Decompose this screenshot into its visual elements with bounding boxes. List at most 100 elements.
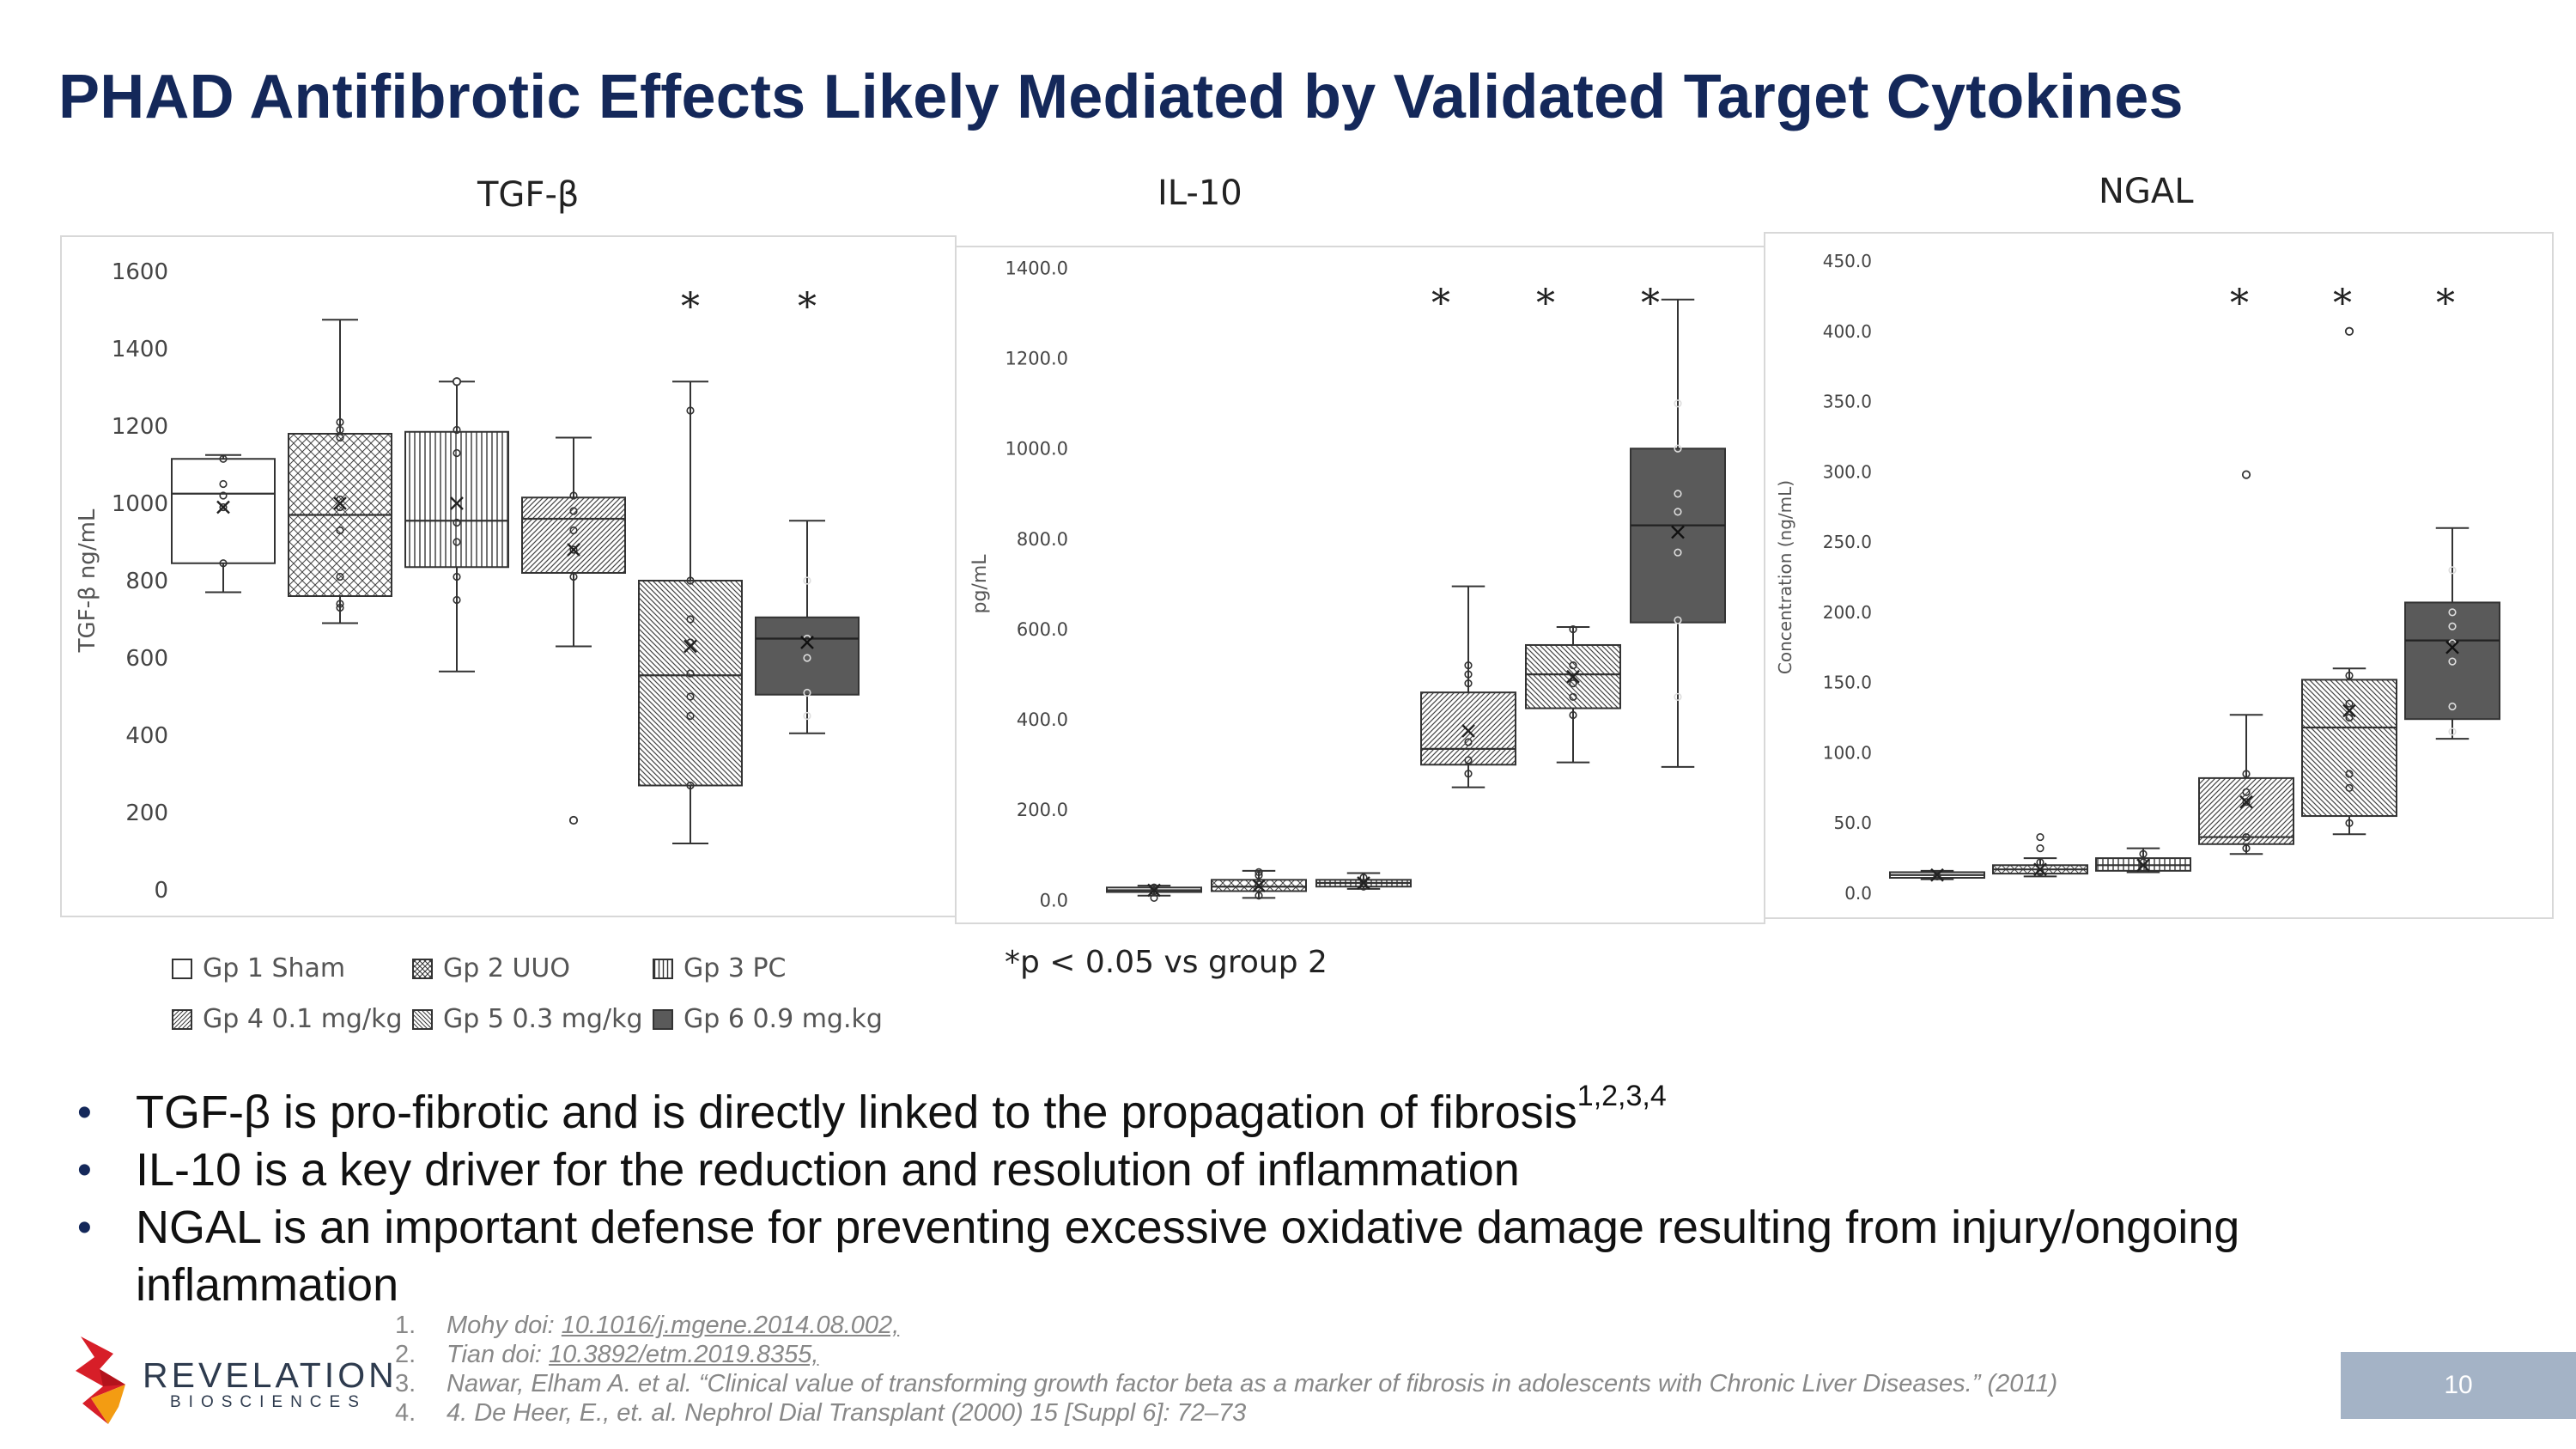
mean-marker [1252, 879, 1266, 893]
mean-marker [2136, 858, 2150, 873]
y-axis-label: pg/mL [969, 554, 991, 614]
bullet-list: • TGF-β is pro-fibrotic and is directly l… [69, 1081, 2473, 1314]
box-rect [1630, 447, 1726, 624]
box-rect [1420, 691, 1516, 766]
data-point [1464, 770, 1473, 778]
box-group [1889, 868, 1985, 882]
mean-marker [1461, 724, 1475, 738]
data-point [336, 425, 344, 435]
significance-star: * [1431, 282, 1450, 326]
data-point [686, 406, 695, 415]
bullet-text: TGF-β is pro-fibrotic and is directly li… [136, 1087, 1577, 1138]
box-rect [404, 430, 509, 569]
legend-swatch [412, 1008, 433, 1030]
data-point [2345, 713, 2354, 722]
box-group [1315, 872, 1412, 891]
data-point [1569, 624, 1577, 634]
box-group [2198, 470, 2294, 855]
data-point [803, 688, 811, 697]
data-point [1674, 548, 1682, 557]
il10-chart-panel: 0.0 200.0 400.0 600.0 800.0 1000.0 1200.0 1400.… [955, 246, 1765, 924]
y-tick-label: 600.0 [1017, 619, 1068, 640]
bullet-text: NGAL is an important defense for prevent… [136, 1202, 2240, 1311]
data-point [219, 479, 228, 489]
box-group [755, 520, 860, 734]
box-rect [638, 580, 743, 787]
data-point [686, 781, 695, 790]
mean-marker [2342, 703, 2356, 718]
data-point [453, 572, 461, 581]
legend-swatch [653, 958, 673, 979]
y-tick-label: 1000.0 [1005, 439, 1068, 460]
data-point [453, 538, 461, 546]
box-group [521, 436, 626, 825]
y-tick-label: 1200.0 [1005, 348, 1068, 368]
box-group [1211, 868, 1307, 900]
data-point [1674, 692, 1682, 702]
reference-doi-link[interactable]: 10.1016/j.mgene.2014.08.002, [561, 1312, 900, 1339]
tgf-chart: 0 200 400 600 800 1000 1200 1400 1600 TGF-β ng/mL… [75, 259, 860, 904]
box-group [2095, 847, 2191, 874]
bullet-superscript: 1,2,3,4 [1577, 1080, 1667, 1112]
chart-legend: Gp 1 Sham Gp 2 UUO Gp 3 PC Gp 4 0.1 mg/k… [172, 953, 910, 1034]
y-tick-label: 400.0 [1017, 709, 1068, 730]
il10-chart: 0.0 200.0 400.0 600.0 800.0 1000.0 1200.0 1400.… [969, 258, 1726, 910]
y-tick-label: 400 [125, 723, 168, 749]
significance-star: * [1536, 282, 1555, 326]
bullet-item: • NGAL is an important defense for preven… [69, 1199, 2473, 1314]
data-point [2448, 622, 2457, 630]
data-point [1359, 874, 1368, 882]
data-point [1674, 399, 1682, 408]
data-point [453, 425, 461, 435]
mean-marker [800, 636, 814, 649]
data-point [803, 576, 811, 585]
y-tick-label: 600 [125, 646, 168, 672]
reference-doi-link[interactable]: 10.3892/etm.2019.8355, [549, 1341, 819, 1368]
data-point [1569, 692, 1577, 702]
mean-marker [1357, 876, 1370, 890]
data-point [686, 711, 695, 721]
reference-number: 3. [395, 1370, 416, 1397]
slide-title: PHAD Antifibrotic Effects Likely Mediate… [58, 63, 2184, 131]
data-point [1674, 490, 1682, 498]
data-point [569, 545, 578, 554]
data-point [1359, 879, 1368, 887]
box-rect [2404, 601, 2500, 721]
data-point [336, 417, 344, 427]
y-tick-label: 1400.0 [1005, 258, 1068, 278]
y-tick-label: 200.0 [1017, 800, 1068, 820]
data-point [1569, 661, 1577, 670]
data-point [2345, 783, 2354, 792]
significance-star: * [798, 285, 817, 329]
data-point [1933, 872, 1941, 880]
data-point [2242, 770, 2251, 778]
data-point [2448, 657, 2457, 666]
chart-title-tgf: TGF-β [477, 175, 580, 215]
outlier-point [2344, 326, 2354, 336]
box-group [1525, 624, 1621, 764]
y-tick-label: 300.0 [1823, 461, 1872, 482]
data-point [569, 491, 578, 500]
data-point [569, 526, 578, 535]
reference-number: 1. [395, 1312, 416, 1339]
outlier-point [568, 815, 579, 825]
data-point [336, 433, 344, 442]
logo-subtitle: BIOSCIENCES [170, 1393, 367, 1411]
y-tick-label: 1200 [112, 414, 168, 440]
box-group [1630, 298, 1726, 768]
tgf-chart-panel: 0 200 400 600 800 1000 1200 1400 1600 TGF-β ng/mL… [60, 235, 957, 917]
chart-title-ngal: NGAL [2099, 172, 2194, 211]
box-group [1992, 832, 2088, 878]
significance-star: * [2333, 282, 2352, 326]
legend-swatch [653, 1008, 673, 1030]
page-number-box: 10 [2341, 1352, 2576, 1419]
data-point [1464, 670, 1473, 679]
significance-star: * [681, 285, 700, 329]
data-point [2345, 671, 2354, 680]
y-tick-label: 350.0 [1823, 392, 1872, 412]
legend-swatch [172, 1008, 192, 1030]
reference-text: Mohy doi: [447, 1312, 562, 1339]
data-point [2036, 858, 2044, 867]
significance-star: * [2436, 282, 2455, 326]
box-rect [521, 496, 626, 574]
